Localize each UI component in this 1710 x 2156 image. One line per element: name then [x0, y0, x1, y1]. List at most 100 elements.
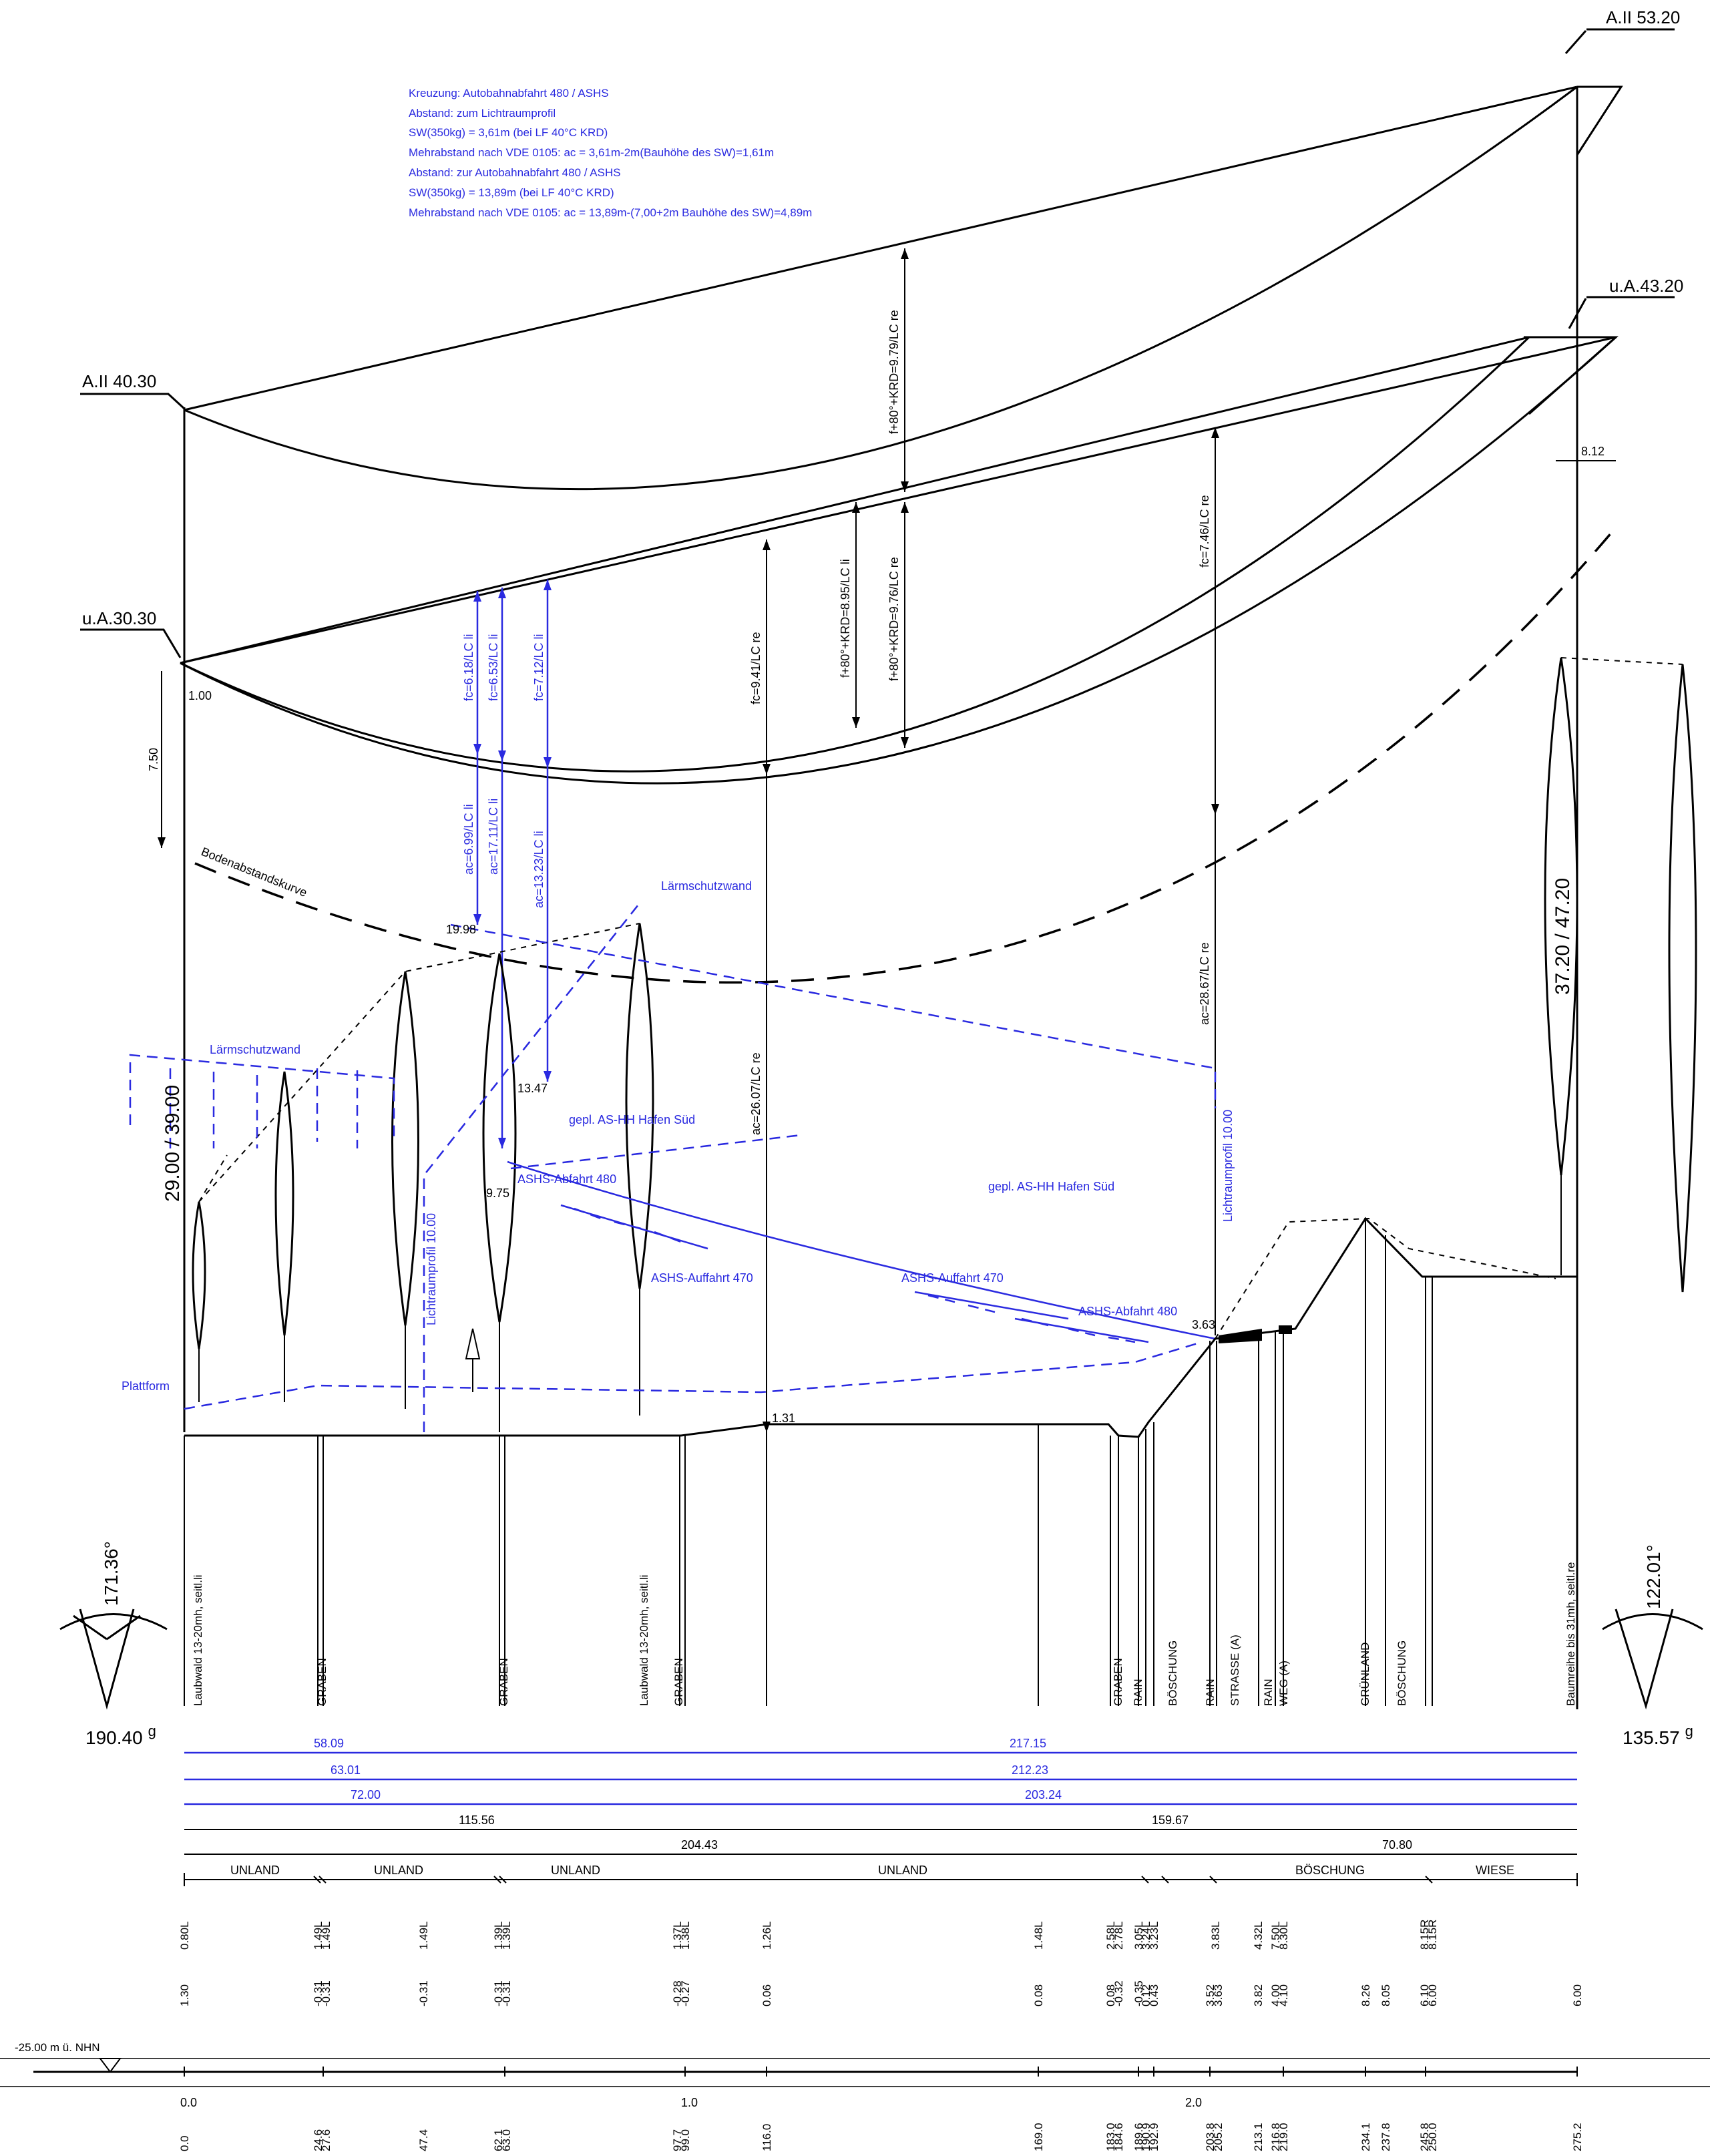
- station-value: 24.6: [312, 2129, 325, 2151]
- embankment-dashed: [1215, 1217, 1556, 1339]
- offset-value: 1.37L: [671, 1921, 684, 1950]
- tower-left-height: 29.00 / 39.00: [162, 1085, 184, 1202]
- height-value: 0.06: [761, 1984, 773, 2006]
- station-value: 189.6: [1132, 2123, 1145, 2151]
- offset-value: 3.05L: [1132, 1921, 1145, 1950]
- ground-label: Baumreihe bis 31mh, seitl.re: [1564, 1562, 1577, 1706]
- tower-left: [80, 393, 186, 1432]
- km-ticks: 0.0 1.0 2.0: [180, 2096, 1202, 2109]
- angle-right-g: 135.57 g: [1623, 1723, 1693, 1748]
- landuse-label: UNLAND: [374, 1864, 423, 1877]
- dimension-value: 203.24: [1025, 1788, 1062, 1801]
- blue-measure-label: ac=13.23/LC li: [532, 831, 546, 908]
- height-value: 0.12: [1140, 1984, 1152, 2006]
- dim-812: 8.12: [1581, 445, 1605, 458]
- landuse-label: WIESE: [1476, 1864, 1514, 1877]
- offset-value: 3.24L: [1140, 1921, 1152, 1950]
- station-value: 216.8: [1269, 2123, 1282, 2151]
- station-value: 237.8: [1379, 2123, 1392, 2151]
- dimension-value: 58.09: [314, 1737, 344, 1750]
- height-value: -0.28: [671, 1980, 684, 2006]
- height-value: 3.82: [1252, 1984, 1265, 2006]
- dimension-lines: [0, 1751, 1710, 2087]
- ground-label: Laubwald 13-20mh, seitl.li: [192, 1574, 204, 1706]
- station-value: 47.4: [417, 2129, 430, 2151]
- ground-label: Laubwald 13-20mh, seitl.li: [638, 1574, 650, 1706]
- exit-ramp-label: ASHS-Abfahrt 480: [517, 1172, 616, 1186]
- km-tick: 2.0: [1185, 2096, 1202, 2109]
- clearance-profile-label: Lichtraumprofil 10.00: [425, 1213, 438, 1325]
- ground-label: STRASSE (A): [1229, 1635, 1241, 1706]
- offset-value: 4.32L: [1252, 1921, 1265, 1950]
- note-line: Kreuzung: Autobahnabfahrt 480 / ASHS: [409, 87, 609, 99]
- measure-label: fc=7.46/LC re: [1198, 495, 1211, 568]
- ground-profile: [184, 1217, 1577, 1438]
- ground-clearance-curve: [194, 526, 1617, 984]
- blue-measure-lines: [473, 580, 552, 1148]
- tower-top-right-label: A.II 53.20: [1606, 7, 1680, 27]
- station-value: 62.1: [492, 2129, 505, 2151]
- feature-labels: Bodenabstandskurve Lärmschutzwand Lärmsc…: [122, 845, 1235, 1393]
- value-131: 1.31: [772, 1412, 795, 1425]
- dimension-value: 72.00: [351, 1788, 381, 1801]
- road-ramps: [507, 1160, 1216, 1343]
- height-value: 3.52: [1204, 1984, 1217, 2006]
- station-value: 203.8: [1204, 2123, 1217, 2151]
- station-value: 250.0: [1426, 2123, 1439, 2151]
- entry-ramp-label: ASHS-Auffahrt 470: [651, 1271, 753, 1285]
- height-value: 6.00: [1571, 1984, 1584, 2006]
- measure-labels: f+80°+KRD=9.79/LC re f+80°+KRD=8.95/LC l…: [147, 310, 1605, 1425]
- crossing-notes: Kreuzung: Autobahnabfahrt 480 / ASHS Abs…: [409, 87, 812, 219]
- angle-left-symbol: [59, 1608, 168, 1710]
- ground-label: RAIN: [1262, 1679, 1275, 1706]
- offset-value: 8.30L: [1277, 1921, 1290, 1950]
- dim-750: 7.50: [147, 748, 160, 771]
- height-value: 8.26: [1359, 1984, 1372, 2006]
- ground-label: GRABEN: [497, 1658, 510, 1706]
- station-value: 99.0: [679, 2129, 692, 2151]
- ground-label: BÖSCHUNG: [1396, 1641, 1408, 1706]
- angle-right-deg: 122.01°: [1643, 1544, 1664, 1609]
- station-value: 213.1: [1252, 2123, 1265, 2151]
- note-line: Mehrabstand nach VDE 0105: ac = 13,89m-(…: [409, 206, 812, 219]
- station-values: 0.0 24.6 27.6 47.4 62.1 63.0 97.7 99.0 1…: [178, 2123, 1584, 2151]
- km-tick: 0.0: [180, 2096, 197, 2109]
- height-value: 0.08: [1032, 1984, 1045, 2006]
- offset-value: 1.49L: [320, 1921, 333, 1950]
- blue-measure-label: fc=6.53/LC li: [487, 634, 500, 701]
- dim-100: 1.00: [188, 689, 212, 702]
- ground-label: GRÜNLAND: [1359, 1643, 1371, 1706]
- station-value: 183.0: [1104, 2123, 1117, 2151]
- planned-junction-label: gepl. AS-HH Hafen Süd: [569, 1113, 695, 1126]
- station-value: 275.2: [1571, 2123, 1584, 2151]
- height-value: 1.30: [178, 1984, 191, 2006]
- offset-value: 1.49L: [312, 1921, 325, 1950]
- height-value: -0.31: [492, 1980, 505, 2006]
- angle-right-symbol: [1602, 1608, 1703, 1710]
- tower-labels: A.II 53.20 u.A.43.20 A.II 40.30 u.A.30.3…: [82, 7, 1693, 1748]
- offset-value: 2.78L: [1112, 1921, 1125, 1950]
- station-value: 245.8: [1418, 2123, 1431, 2151]
- ground-label: WEG (A): [1277, 1661, 1290, 1706]
- offset-value: 3.23L: [1148, 1921, 1160, 1950]
- platform-line: [184, 1341, 1203, 1410]
- landuse-label: BÖSCHUNG: [1295, 1864, 1365, 1877]
- offset-value: 8.15R: [1418, 1920, 1431, 1950]
- station-value: 192.9: [1148, 2123, 1160, 2151]
- tower-mid-left-label: u.A.30.30: [82, 608, 156, 628]
- blue-measure-label: fc=6.18/LC li: [462, 634, 475, 701]
- measure-label: ac=26.07/LC re: [749, 1052, 763, 1135]
- note-line: Abstand: zum Lichtraumprofil: [409, 107, 556, 120]
- measure-label: f+80°+KRD=8.95/LC li: [839, 559, 852, 678]
- dimension-value: 159.67: [1152, 1813, 1189, 1827]
- ground-labels: Laubwald 13-20mh, seitl.li GRABEN GRABEN…: [192, 1562, 1577, 1706]
- station-value: 116.0: [761, 2124, 773, 2151]
- station-value: 169.0: [1032, 2123, 1045, 2151]
- height-value: 4.00: [1269, 1984, 1282, 2006]
- dimension-value: 70.80: [1382, 1838, 1412, 1852]
- dimension-value: 212.23: [1012, 1763, 1048, 1777]
- dimension-value: 115.56: [459, 1813, 495, 1827]
- height-value: -0.31: [320, 1980, 333, 2006]
- planned-junction-label: gepl. AS-HH Hafen Süd: [988, 1180, 1114, 1193]
- offset-value: 2.58L: [1104, 1921, 1117, 1950]
